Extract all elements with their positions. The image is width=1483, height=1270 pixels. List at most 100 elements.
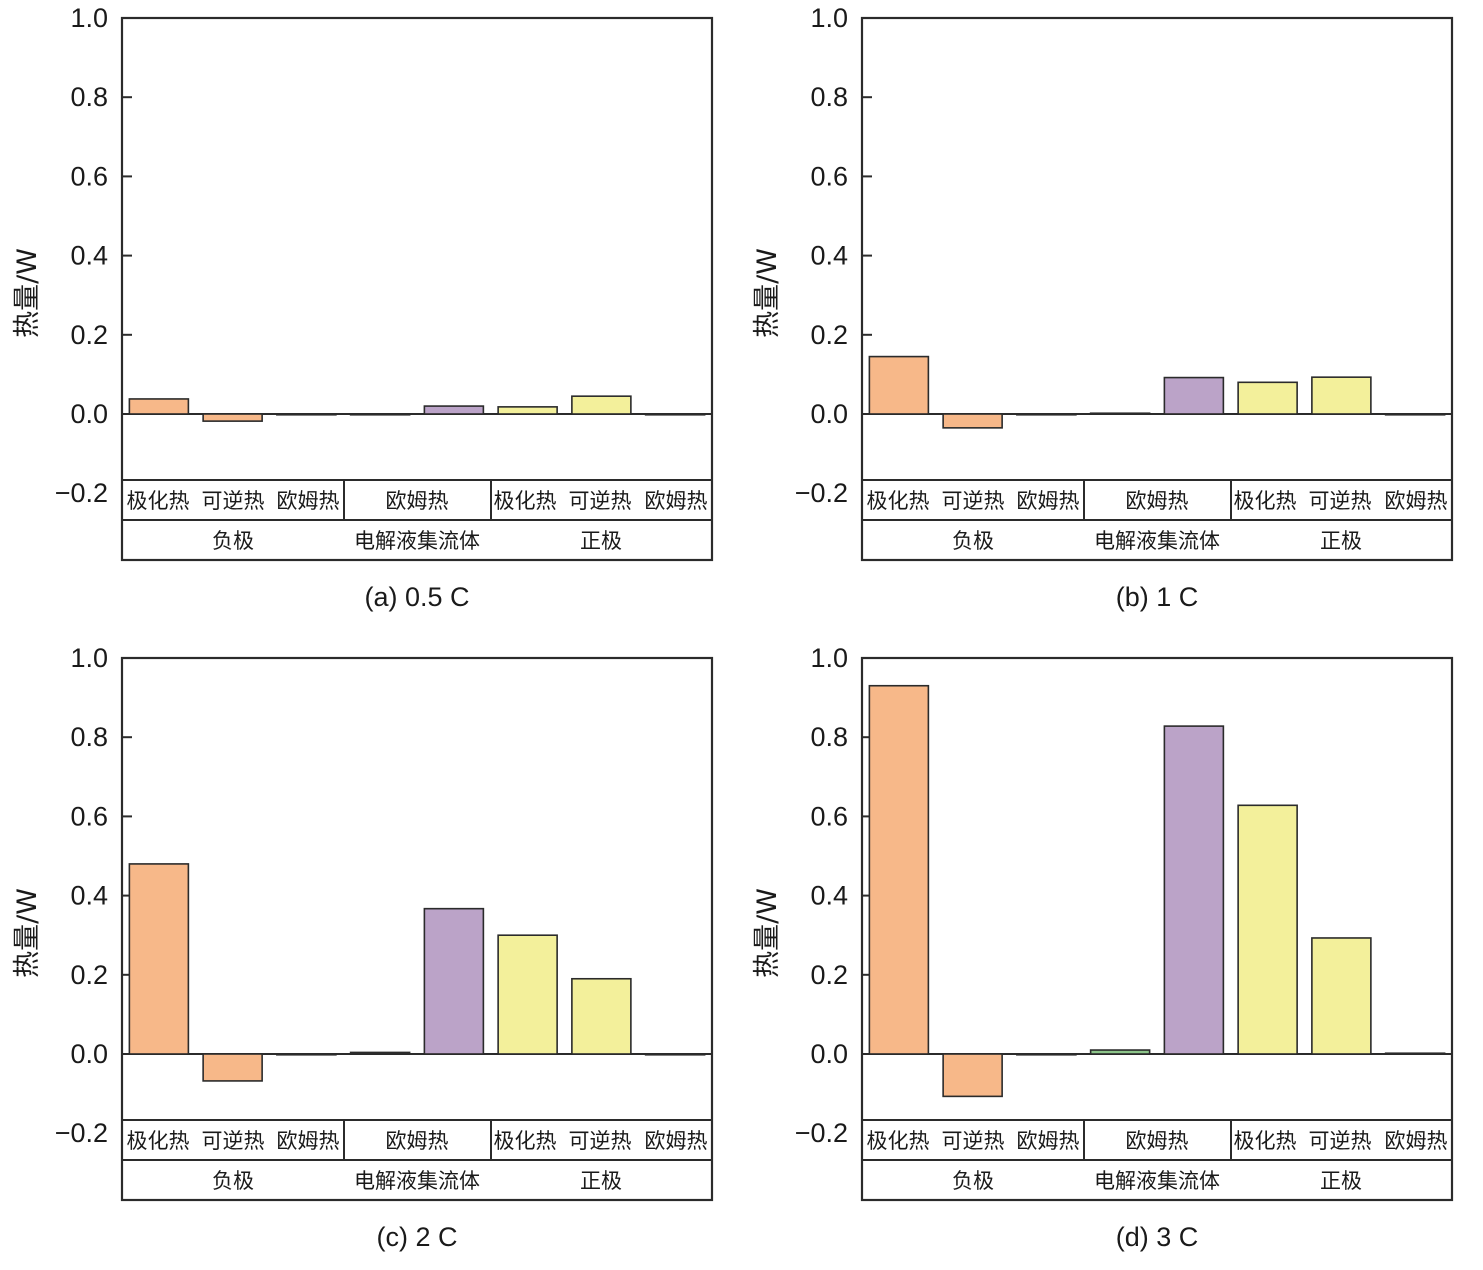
bar-1 xyxy=(868,355,930,415)
y-tick-label: 0.8 xyxy=(70,82,108,112)
panel-caption: (d) 3 C xyxy=(1116,1222,1199,1252)
y-tick-label: 0.2 xyxy=(70,960,108,990)
y-tick-label: 0.4 xyxy=(70,241,108,271)
bar-5 xyxy=(1163,376,1225,415)
group-label: 电解液集流体 xyxy=(1094,1169,1220,1193)
bar-1 xyxy=(128,398,190,415)
category-label: 欧姆热 xyxy=(1385,489,1448,513)
y-axis-label: 热量/W xyxy=(752,248,783,338)
group-label: 正极 xyxy=(1320,529,1362,553)
chart-panel-c: 1.0 0.8 0.6 0.4 0.2 0.0 −0.2 热量/W 极化热 可逆热 欧姆热 欧姆热 极化… xyxy=(0,640,740,1270)
y-tick-label: 0.4 xyxy=(810,241,848,271)
category-label: 可逆热 xyxy=(942,489,1005,513)
bar-1 xyxy=(128,863,190,1055)
bar-6 xyxy=(497,406,558,415)
bar-3 xyxy=(1016,1053,1077,1056)
category-label: 欧姆热 xyxy=(1126,1129,1189,1153)
panel-caption: (a) 0.5 C xyxy=(364,582,469,612)
plot-frame xyxy=(120,16,714,562)
category-label: 可逆热 xyxy=(1309,489,1372,513)
y-tick-label: 1.0 xyxy=(70,3,108,33)
y-tick-label: 0.6 xyxy=(70,161,108,191)
category-label: 欧姆热 xyxy=(1126,489,1189,513)
y-tick-label: 1.0 xyxy=(70,643,108,673)
y-axis-label: 热量/W xyxy=(12,248,43,338)
bar-2 xyxy=(942,413,1003,429)
y-tick-label: 0.6 xyxy=(810,801,848,831)
category-label: 欧姆热 xyxy=(277,1129,340,1153)
bar-3 xyxy=(276,413,337,416)
y-tick-label: 0.6 xyxy=(810,161,848,191)
chart-panel-d: 1.0 0.8 0.6 0.4 0.2 0.0 −0.2 热量/W 极化热 可逆热 欧姆热 欧姆热 极化… xyxy=(740,640,1480,1270)
category-label: 极化热 xyxy=(867,1129,930,1153)
bar-8 xyxy=(1384,1052,1446,1055)
y-tick-label: 0.2 xyxy=(810,320,848,350)
category-label: 欧姆热 xyxy=(1017,1129,1080,1153)
group-label: 负极 xyxy=(952,1169,994,1193)
y-tick-label: −0.2 xyxy=(55,1118,108,1148)
category-label: 可逆热 xyxy=(569,1129,632,1153)
y-tick-label: −0.2 xyxy=(795,478,848,508)
y-tick-label: 0.0 xyxy=(810,399,848,429)
y-tick-label: −0.2 xyxy=(795,1118,848,1148)
bar-4 xyxy=(1089,412,1151,415)
y-tick-label: 0.8 xyxy=(810,82,848,112)
y-tick-label: 0.0 xyxy=(810,1039,848,1069)
group-label: 正极 xyxy=(1320,1169,1362,1193)
group-label: 正极 xyxy=(580,1169,622,1193)
bar-5 xyxy=(1163,725,1225,1055)
y-axis-label: 热量/W xyxy=(12,888,43,978)
bar-6 xyxy=(1237,381,1298,415)
chart-panel-b: 1.0 0.8 0.6 0.4 0.2 0.0 −0.2 热量/W 极化热 可逆热 欧姆热 欧姆热 极化… xyxy=(740,0,1480,630)
plot-frame xyxy=(860,16,1454,562)
group-label: 电解液集流体 xyxy=(354,529,480,553)
group-label: 负极 xyxy=(212,529,254,553)
bar-2 xyxy=(202,413,263,422)
y-tick-label: 0.2 xyxy=(70,320,108,350)
category-label: 极化热 xyxy=(867,489,930,513)
bar-7 xyxy=(1311,937,1372,1055)
group-label: 电解液集流体 xyxy=(354,1169,480,1193)
category-label: 可逆热 xyxy=(942,1129,1005,1153)
category-label: 欧姆热 xyxy=(386,489,449,513)
category-label: 欧姆热 xyxy=(386,1129,449,1153)
group-label: 电解液集流体 xyxy=(1094,529,1220,553)
y-tick-label: 0.4 xyxy=(70,881,108,911)
bar-3 xyxy=(276,1053,337,1056)
bar-4 xyxy=(1089,1049,1151,1055)
category-label: 欧姆热 xyxy=(1385,1129,1448,1153)
bar-1 xyxy=(868,684,930,1055)
y-tick-label: 0.8 xyxy=(810,722,848,752)
category-label: 极化热 xyxy=(127,489,190,513)
group-label: 正极 xyxy=(580,529,622,553)
y-tick-label: 0.8 xyxy=(70,722,108,752)
group-label: 负极 xyxy=(212,1169,254,1193)
y-tick-label: 1.0 xyxy=(810,3,848,33)
category-label: 极化热 xyxy=(127,1129,190,1153)
category-label: 可逆热 xyxy=(1309,1129,1372,1153)
bar-8 xyxy=(644,1053,706,1056)
category-label: 欧姆热 xyxy=(1017,489,1080,513)
category-label: 欧姆热 xyxy=(277,489,340,513)
chart-panel-a: 1.0 0.8 0.6 0.4 0.2 0.0 −0.2 热量/W 极化热 可逆热 欧姆热 欧姆热 极化… xyxy=(0,0,740,630)
bar-8 xyxy=(1384,413,1446,416)
bar-6 xyxy=(497,934,558,1055)
y-tick-label: 0.2 xyxy=(810,960,848,990)
category-label: 可逆热 xyxy=(202,1129,265,1153)
bar-3 xyxy=(1016,413,1077,416)
bar-6 xyxy=(1237,804,1298,1055)
category-label: 可逆热 xyxy=(569,489,632,513)
bar-7 xyxy=(571,395,632,415)
bar-5 xyxy=(423,907,485,1055)
y-tick-label: 0.0 xyxy=(70,1039,108,1069)
y-tick-label: 0.0 xyxy=(70,399,108,429)
group-label: 负极 xyxy=(952,529,994,553)
bar-7 xyxy=(1311,376,1372,415)
category-label: 极化热 xyxy=(494,1129,557,1153)
bar-7 xyxy=(571,977,632,1055)
bar-8 xyxy=(644,413,706,416)
